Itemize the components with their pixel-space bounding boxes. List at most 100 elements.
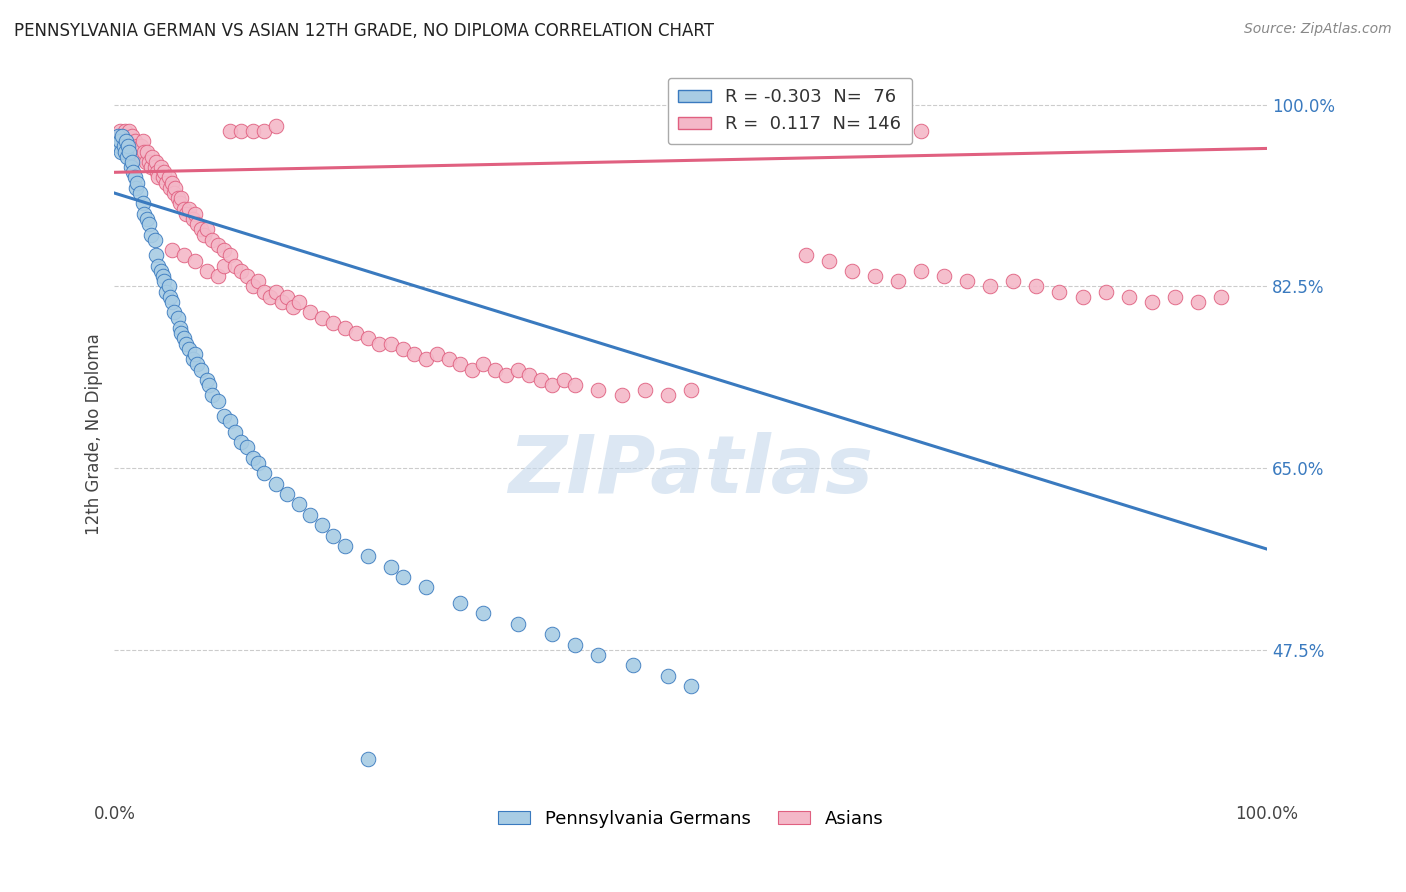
Point [311,310,333,325]
Point [132,196,155,211]
Point [633,384,655,398]
Point [553,373,575,387]
Point [207,238,229,252]
Point [380,336,402,351]
Point [357,331,380,345]
Point [195,222,218,236]
Point [115,150,138,164]
Point [276,290,298,304]
Point [415,352,437,367]
Point [157,279,180,293]
Point [495,368,517,382]
Point [472,607,495,621]
Point [794,248,817,262]
Point [657,388,679,402]
Point [179,202,201,216]
Point [748,124,770,138]
Point [170,326,193,341]
Point [276,487,298,501]
Point [794,124,817,138]
Text: ZIPatlas: ZIPatlas [508,432,873,510]
Point [114,124,136,138]
Point [174,207,197,221]
Point [153,274,176,288]
Point [1163,290,1185,304]
Point [111,128,134,143]
Point [887,128,910,143]
Point [115,134,138,148]
Point [1025,279,1047,293]
Point [155,285,177,299]
Point [184,207,207,221]
Legend: Pennsylvania Germans, Asians: Pennsylvania Germans, Asians [491,803,890,835]
Point [107,128,129,143]
Point [242,279,264,293]
Point [281,300,304,314]
Point [149,264,172,278]
Point [231,124,253,138]
Point [152,269,174,284]
Point [155,176,177,190]
Point [311,518,333,533]
Point [564,638,586,652]
Point [143,233,166,247]
Point [218,124,240,138]
Point [1140,295,1163,310]
Point [134,145,156,159]
Point [159,181,181,195]
Point [737,128,759,143]
Point [107,128,129,143]
Point [333,321,356,335]
Point [863,124,886,138]
Point [541,378,564,392]
Point [160,243,183,257]
Point [173,331,195,345]
Point [127,139,149,153]
Point [218,414,240,428]
Point [145,155,167,169]
Point [863,269,886,284]
Point [152,170,174,185]
Point [1187,295,1209,310]
Point [449,596,471,610]
Point [247,274,270,288]
Point [288,497,311,511]
Point [415,581,437,595]
Point [148,259,170,273]
Point [1094,285,1116,299]
Point [163,305,186,319]
Point [588,384,610,398]
Point [517,368,540,382]
Point [128,186,150,200]
Point [1071,290,1094,304]
Text: Source: ZipAtlas.com: Source: ZipAtlas.com [1244,22,1392,37]
Point [270,295,292,310]
Point [506,362,529,376]
Point [1002,274,1025,288]
Point [148,170,170,185]
Point [449,357,471,371]
Point [163,186,186,200]
Y-axis label: 12th Grade, No Diploma: 12th Grade, No Diploma [86,334,103,535]
Point [253,124,276,138]
Point [135,212,157,227]
Point [322,316,344,330]
Point [299,508,322,522]
Point [588,648,610,662]
Point [437,352,460,367]
Point [138,217,160,231]
Point [333,539,356,553]
Point [201,233,224,247]
Point [236,441,259,455]
Point [115,134,138,148]
Text: PENNSYLVANIA GERMAN VS ASIAN 12TH GRADE, NO DIPLOMA CORRELATION CHART: PENNSYLVANIA GERMAN VS ASIAN 12TH GRADE,… [14,22,714,40]
Point [190,362,212,376]
Point [122,145,145,159]
Point [657,668,679,682]
Point [956,274,979,288]
Point [117,139,139,153]
Point [460,362,482,376]
Point [169,196,191,211]
Point [1209,290,1232,304]
Point [190,222,212,236]
